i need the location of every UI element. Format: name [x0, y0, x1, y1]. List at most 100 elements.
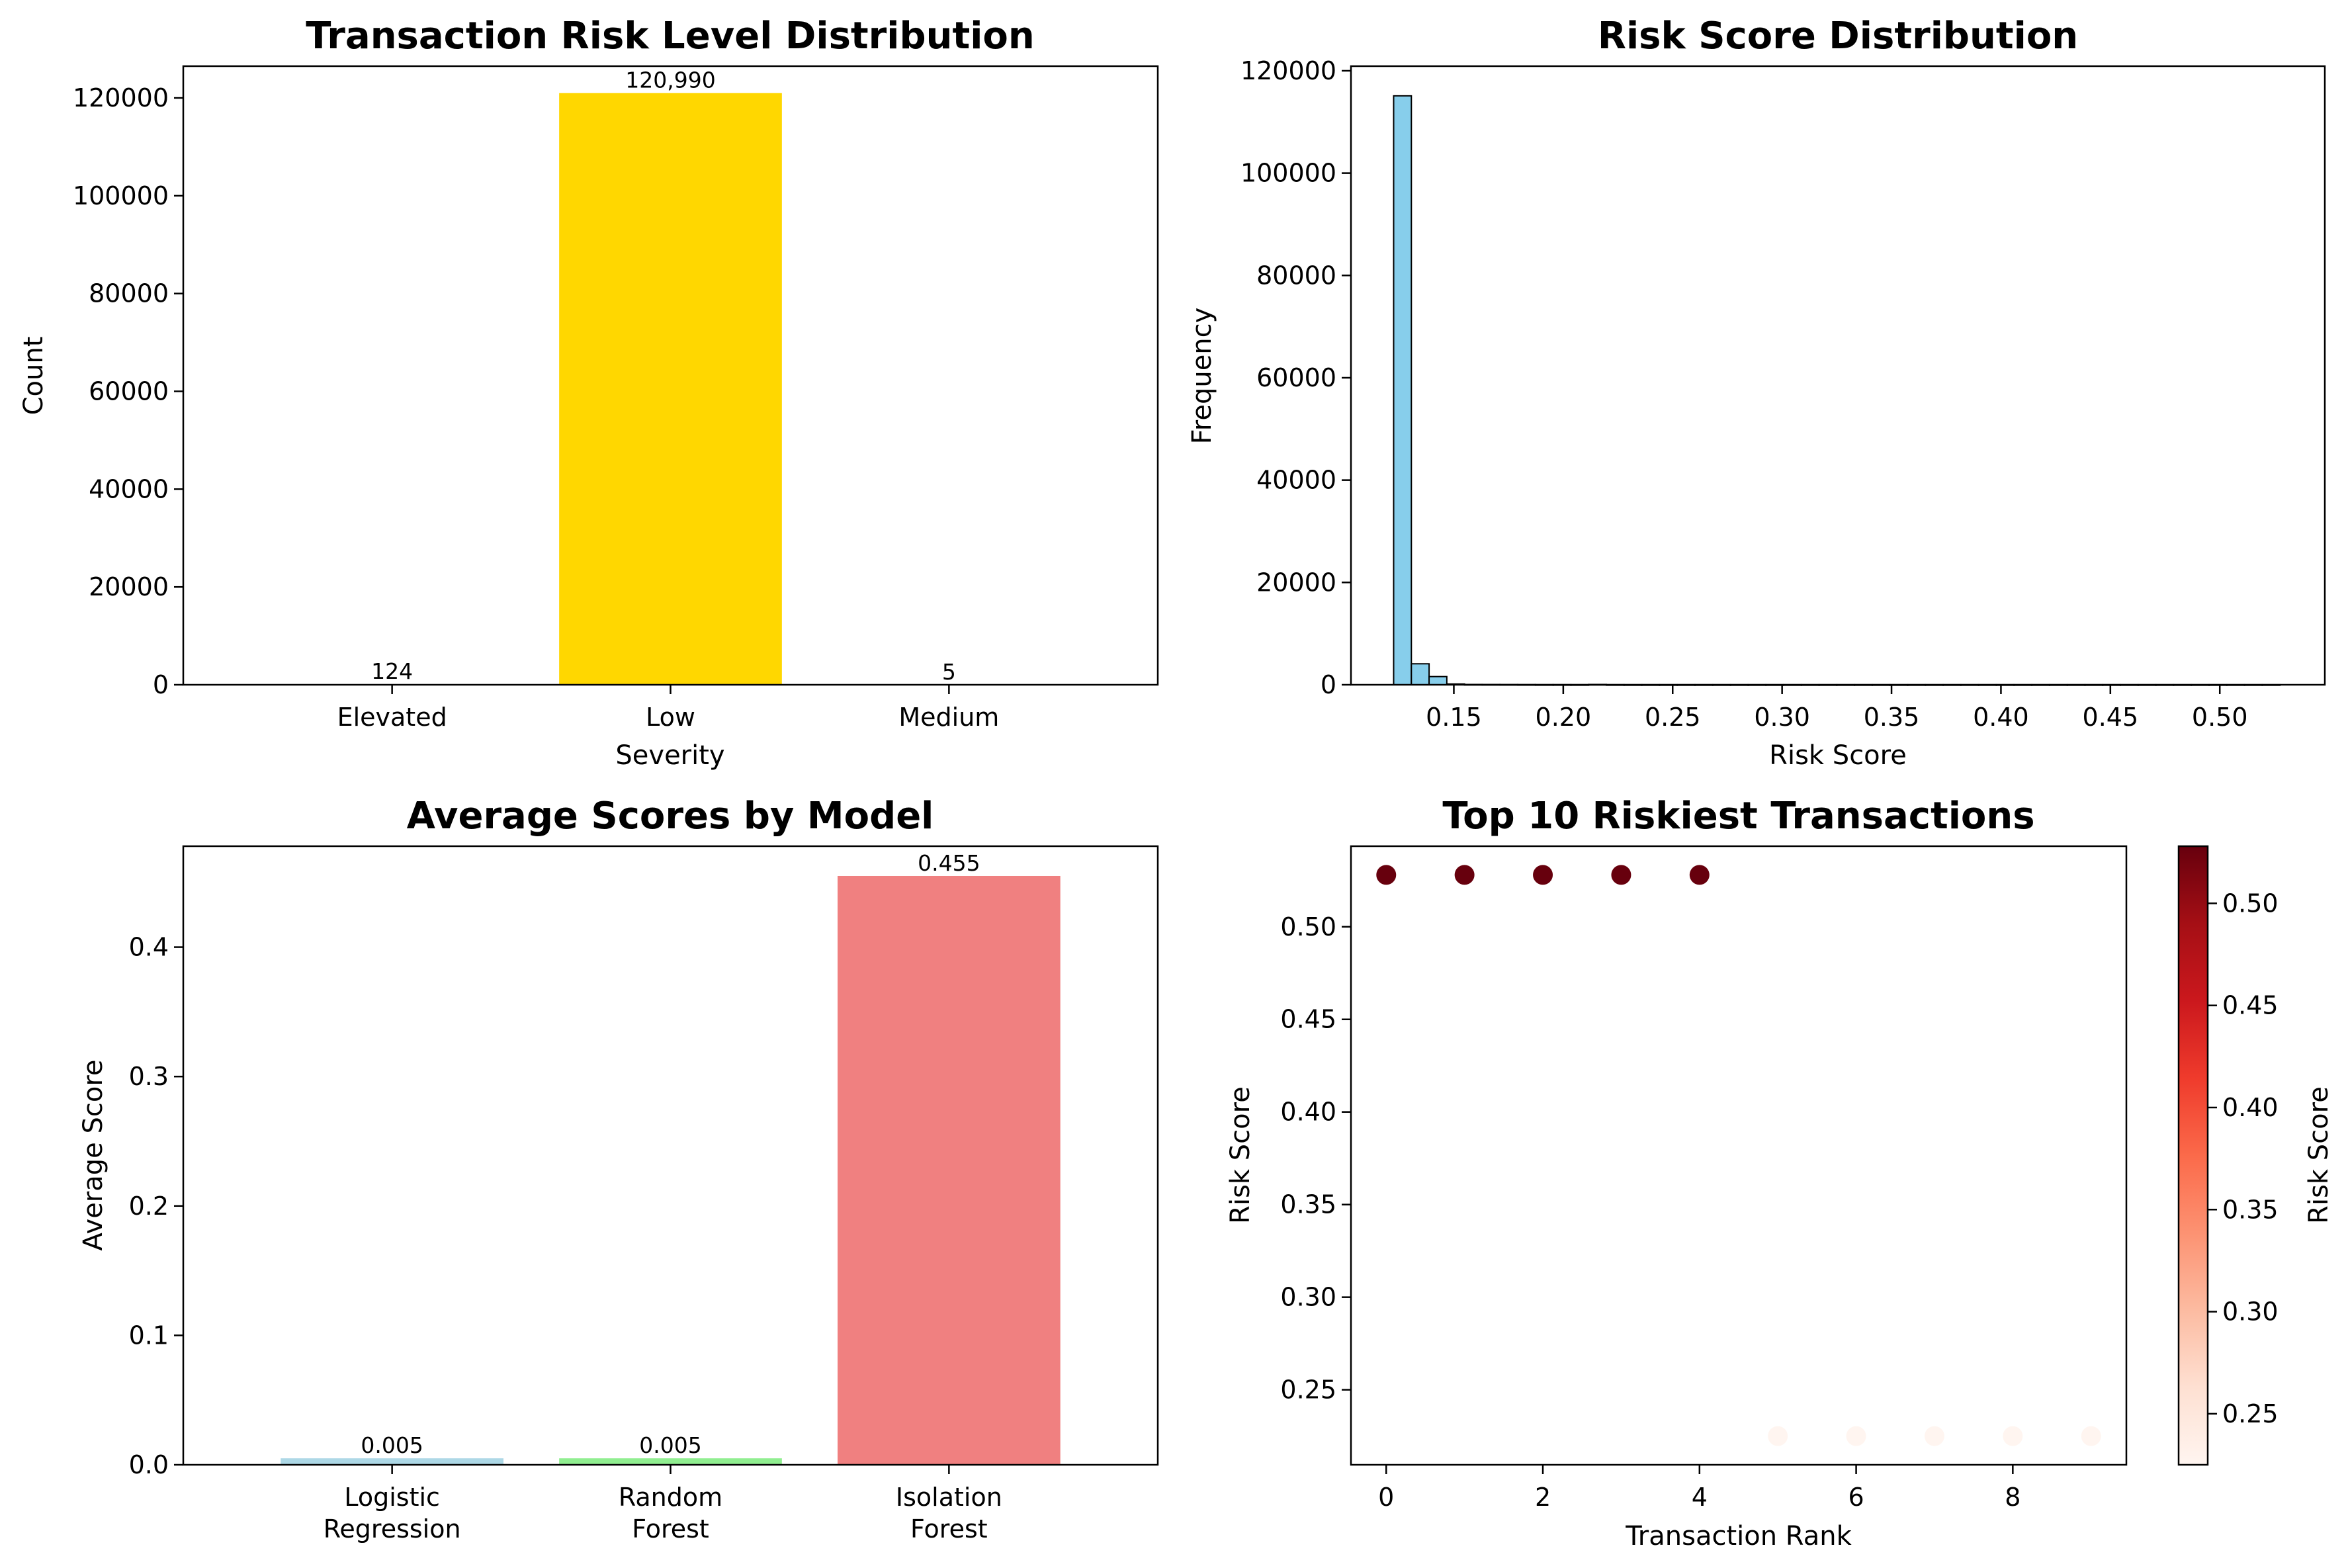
- scatter-point: [2081, 1426, 2101, 1446]
- x-tick-label: 8: [2005, 1483, 2020, 1512]
- x-tick-label: 6: [1848, 1483, 1864, 1512]
- y-ticks-group: 0 20000 40000 60000 80000 100000 120000: [1240, 56, 1351, 699]
- chart-title: Top 10 Riskiest Transactions: [1442, 795, 2034, 838]
- y-tick-label: 0.50: [1280, 912, 1336, 941]
- y-tick-label: 60000: [89, 377, 169, 406]
- y-tick-label: 0.40: [1280, 1098, 1336, 1127]
- colorbar: [2177, 845, 2209, 1466]
- x-tick-label: 0.45: [2083, 703, 2139, 732]
- colorbar-ticks-group: 0.25 0.30 0.35 0.40 0.45 0.50: [2208, 889, 2279, 1428]
- y-tick-label: 0.3: [129, 1062, 169, 1091]
- bar: [559, 1458, 782, 1465]
- axes-frame: [182, 65, 1159, 686]
- x-tick-label: 0.20: [1536, 703, 1592, 732]
- data-label: 124: [371, 658, 413, 684]
- scatter-point: [1611, 865, 1631, 885]
- x-tick-label: Logistic: [344, 1483, 440, 1512]
- x-tick-label: 0.40: [1973, 703, 2029, 732]
- chart-title: Average Scores by Model: [407, 795, 934, 838]
- y-tick-label: 80000: [1256, 261, 1336, 290]
- y-axis-label: Frequency: [1187, 308, 1217, 445]
- x-tick-label: Forest: [910, 1514, 988, 1544]
- y-tick-label: 40000: [1256, 466, 1336, 495]
- x-tick-label: 2: [1535, 1483, 1551, 1512]
- data-labels-group: 124 120,990 5: [371, 67, 956, 685]
- colorbar-tick-label: 0.40: [2222, 1093, 2279, 1122]
- chart-title: Transaction Risk Level Distribution: [306, 15, 1035, 58]
- x-tick-label: 0.30: [1754, 703, 1810, 732]
- scatter-point: [2003, 1426, 2023, 1446]
- scatter-points-group: [1376, 865, 2101, 1446]
- y-tick-label: 0.4: [129, 933, 169, 962]
- x-axis-label: Transaction Rank: [1625, 1521, 1852, 1551]
- histogram-bar: [1428, 675, 1448, 686]
- x-tick-label: 4: [1692, 1483, 1708, 1512]
- y-tick-label: 100000: [1240, 159, 1336, 188]
- scatter-point: [1454, 865, 1475, 885]
- histogram-bar: [1393, 95, 1412, 686]
- colorbar-tick-label: 0.45: [2222, 991, 2279, 1020]
- y-tick-label: 0.30: [1280, 1283, 1336, 1312]
- y-axis-label: Risk Score: [1225, 1086, 1256, 1224]
- panel-top-10-riskiest-transactions: Top 10 Riskiest Transactions 0 2 4 6 8 0.25 0…: [1225, 795, 2334, 1551]
- data-labels-group: 0.005 0.005 0.455: [361, 850, 980, 1458]
- y-tick-label: 40000: [89, 474, 169, 503]
- y-tick-label: 20000: [89, 572, 169, 601]
- x-tick-label: 0.25: [1645, 703, 1701, 732]
- bar: [281, 1458, 503, 1465]
- y-tick-label: 0.0: [129, 1450, 169, 1479]
- scatter-point: [1846, 1426, 1866, 1446]
- x-axis-label: Severity: [615, 740, 724, 771]
- colorbar-tick-label: 0.35: [2222, 1195, 2279, 1224]
- y-axis-label: Count: [19, 337, 49, 415]
- y-tick-label: 80000: [89, 279, 169, 308]
- x-tick-label: Elevated: [337, 703, 447, 732]
- x-tick-label: 0.15: [1426, 703, 1482, 732]
- scatter-point: [1533, 865, 1553, 885]
- colorbar-tick-label: 0.50: [2222, 889, 2279, 918]
- x-ticks-group: 0.15 0.20 0.25 0.30 0.35 0.40 0.45 0.50: [1426, 685, 2248, 732]
- x-axis-label: Risk Score: [1769, 740, 1907, 771]
- y-tick-label: 0: [153, 670, 169, 699]
- x-tick-label: 0: [1378, 1483, 1394, 1512]
- y-tick-label: 0.1: [129, 1321, 169, 1350]
- bar: [838, 875, 1061, 1465]
- bar: [559, 93, 782, 685]
- panel-average-scores-by-model: Average Scores by Model 0.005 0.0050.455 …: [78, 795, 1159, 1544]
- x-ticks-group: 0 2 4 6 8: [1378, 1465, 2020, 1512]
- bars-group: [281, 875, 1061, 1465]
- x-ticks-group: LogisticRegressionRandomForestIsolationF…: [324, 1465, 1002, 1544]
- histogram-bar: [1411, 663, 1430, 686]
- y-tick-label: 120000: [1240, 56, 1336, 85]
- x-tick-label: Forest: [632, 1514, 709, 1544]
- data-label: 0.005: [361, 1432, 423, 1458]
- panel-risk-score-distribution: Risk Score Distribution 0.15 0.20 0.25 0.30…: [1187, 15, 2326, 771]
- y-tick-label: 0.2: [129, 1192, 169, 1221]
- y-tick-label: 0.35: [1280, 1190, 1336, 1219]
- y-tick-label: 0.25: [1280, 1375, 1336, 1405]
- y-tick-label: 20000: [1256, 568, 1336, 597]
- x-ticks-group: Elevated Low Medium: [337, 685, 999, 732]
- x-tick-label: Random: [619, 1483, 722, 1512]
- axes-frame: [1350, 845, 2128, 1466]
- x-tick-label: Isolation: [896, 1483, 1002, 1512]
- x-tick-label: Regression: [324, 1514, 461, 1544]
- data-label: 0.455: [918, 850, 980, 876]
- panel-risk-level-distribution: Transaction Risk Level Distribution 1241…: [19, 15, 1159, 771]
- chart-title: Risk Score Distribution: [1598, 15, 2078, 58]
- colorbar-label: Risk Score: [2304, 1086, 2334, 1224]
- axes-frame: [1350, 65, 2326, 686]
- x-tick-label: Medium: [898, 703, 999, 732]
- y-tick-label: 0.45: [1280, 1005, 1336, 1034]
- data-label: 120,990: [625, 67, 715, 93]
- scatter-point: [1924, 1426, 1944, 1446]
- y-tick-label: 120000: [73, 83, 169, 112]
- axes-frame: [182, 845, 1159, 1466]
- scatter-point: [1376, 865, 1397, 885]
- colorbar-tick-label: 0.30: [2222, 1297, 2279, 1327]
- y-ticks-group: 0.0 0.1 0.2 0.3 0.4: [129, 933, 183, 1479]
- data-label: 5: [942, 659, 956, 685]
- y-tick-label: 0: [1321, 670, 1336, 699]
- x-tick-label: 0.35: [1864, 703, 1920, 732]
